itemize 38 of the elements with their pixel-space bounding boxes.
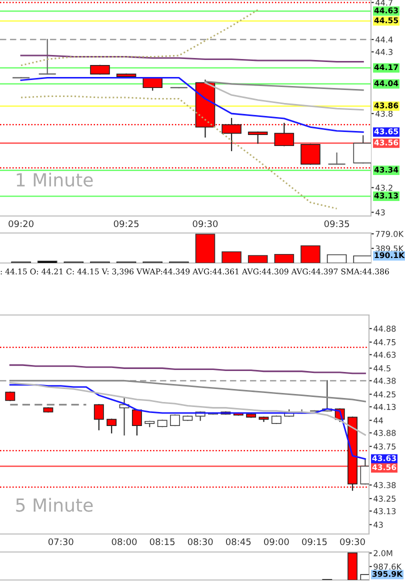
y-tick-label: 44.38 xyxy=(374,378,396,384)
text: 5 Minute xyxy=(16,498,93,512)
text: 1 Minute xyxy=(16,172,93,187)
y-tick-label: 44.25 xyxy=(374,391,396,398)
y-tick-label: 43.75 xyxy=(374,443,396,450)
y-tick-label: 43 xyxy=(374,522,383,528)
x-tick-label: 08:15 xyxy=(150,538,175,546)
y-tick-label: 44.13 xyxy=(374,404,396,410)
x-tick-label: 09:15 xyxy=(302,538,327,546)
y-tick-label: 43.38 xyxy=(374,482,396,488)
x-tick-label: 09:35 xyxy=(324,220,350,228)
y-tick-label: 43.25 xyxy=(374,496,396,502)
x-tick-label: 08:45 xyxy=(226,538,251,546)
y-tick-label: 43.2 xyxy=(376,184,392,191)
x-tick-label: 08:00 xyxy=(112,538,137,546)
y-tick-label: 44.5 xyxy=(374,365,390,372)
x-tick-label: 07:30 xyxy=(48,538,74,546)
x-tick-label: 09:00 xyxy=(264,538,289,546)
x-tick-label: 09:20 xyxy=(8,220,34,228)
y-tick-label: 389.5K xyxy=(376,245,404,252)
y-tick-label: 987.6K xyxy=(374,564,402,570)
y-tick-label: 779.0K xyxy=(376,230,404,237)
y-tick-label: 44.7 xyxy=(376,0,392,6)
x-tick-label: 08:30 xyxy=(188,538,213,546)
x-tick-label: 09:30 xyxy=(340,538,365,546)
y-tick-label: 44.4 xyxy=(376,36,393,43)
y-tick-label: 43 xyxy=(376,209,385,216)
y-tick-label: 44.3 xyxy=(376,48,392,56)
y-tick-label: 44.75 xyxy=(374,339,396,346)
y-tick-label: 2.0M xyxy=(374,550,392,556)
x-tick-label: 09:30 xyxy=(192,220,218,228)
y-tick-label: 43.88 xyxy=(374,430,396,436)
y-tick-label: 44.63 xyxy=(374,352,396,358)
y-tick-label: 43.8 xyxy=(376,110,393,117)
x-tick-label: 09:25 xyxy=(114,220,139,228)
y-tick-label: 44.88 xyxy=(374,326,396,332)
y-tick-label: 44 xyxy=(374,418,383,424)
y-tick-label: 43.13 xyxy=(374,508,396,514)
